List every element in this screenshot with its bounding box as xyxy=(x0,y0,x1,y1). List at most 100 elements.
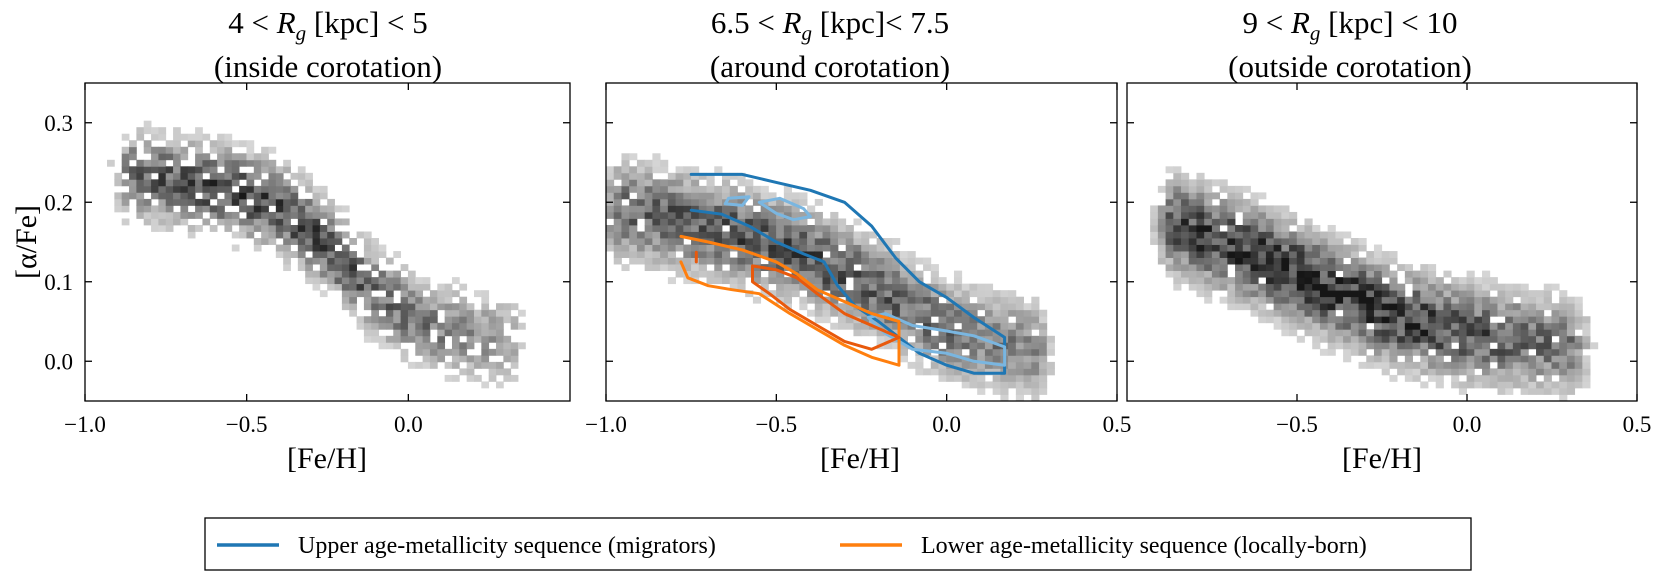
heatmap-cell xyxy=(1196,264,1205,272)
heatmap-cell xyxy=(644,211,653,219)
heatmap-cell xyxy=(246,146,255,154)
heatmap-cell xyxy=(745,257,754,265)
heatmap-cell xyxy=(1505,348,1514,356)
heatmap-cell xyxy=(1327,251,1336,258)
heatmap-cell xyxy=(984,283,994,291)
heatmap-cell xyxy=(444,283,453,291)
heatmap-cell xyxy=(180,192,189,200)
heatmap-cell xyxy=(312,257,321,265)
heatmap-cell xyxy=(1008,361,1017,369)
heatmap-cell xyxy=(378,342,387,350)
heatmap-cell xyxy=(165,172,174,180)
heatmap-cell xyxy=(1211,218,1221,226)
heatmap-cell xyxy=(231,211,240,219)
heatmap-cell xyxy=(415,361,424,369)
heatmap-cell xyxy=(1250,303,1259,311)
heatmap-cell xyxy=(231,179,240,187)
heatmap-cell xyxy=(437,348,446,356)
heatmap-cell xyxy=(415,316,424,324)
heatmap-cell xyxy=(969,322,978,330)
heatmap-cell xyxy=(195,172,203,180)
heatmap-cell xyxy=(114,179,123,187)
heatmap-cell xyxy=(231,218,240,226)
heatmap-cell xyxy=(907,264,916,272)
heatmap-cell xyxy=(1031,303,1040,311)
heatmap-cell xyxy=(1358,335,1367,343)
heatmap-cell xyxy=(349,309,357,317)
legend-box xyxy=(204,517,1472,571)
heatmap-cell xyxy=(1574,342,1583,350)
heatmap-cell xyxy=(1039,309,1048,317)
heatmap-cell xyxy=(644,179,653,187)
heatmap-cell xyxy=(1366,277,1375,285)
heatmap-cell xyxy=(136,192,145,200)
heatmap-cell xyxy=(791,283,800,291)
heatmap-cell xyxy=(1173,172,1182,180)
heatmap-cell xyxy=(1520,355,1529,363)
heatmap-cell xyxy=(1520,303,1529,311)
heatmap-cell xyxy=(1031,309,1040,317)
heatmap-cell xyxy=(1397,361,1406,369)
heatmap-cell xyxy=(1242,211,1251,219)
heatmap-cell xyxy=(1505,342,1514,350)
heatmap-cell xyxy=(209,185,218,193)
heatmap-cell xyxy=(407,290,416,298)
heatmap-cell xyxy=(209,140,218,148)
heatmap-cell xyxy=(606,211,615,219)
heatmap-cell xyxy=(1181,264,1190,272)
heatmap-cell xyxy=(636,205,646,213)
heatmap-cell xyxy=(151,224,159,232)
heatmap-cell xyxy=(636,244,646,252)
heatmap-cell xyxy=(845,316,854,324)
heatmap-cell xyxy=(371,251,379,258)
heatmap-cell xyxy=(1008,348,1017,356)
heatmap-cell xyxy=(1150,238,1159,245)
heatmap-cell xyxy=(1250,231,1259,239)
heatmap-cell xyxy=(737,179,746,187)
heatmap-cell xyxy=(422,361,431,369)
heatmap-cell xyxy=(675,264,684,272)
heatmap-cell xyxy=(1031,348,1040,356)
heatmap-cell xyxy=(899,270,908,278)
heatmap-cell xyxy=(1312,309,1321,317)
heatmap-cell xyxy=(1335,231,1344,239)
heatmap-cell xyxy=(1420,381,1429,389)
heatmap-cell xyxy=(969,329,978,337)
heatmap-cell xyxy=(1512,322,1522,330)
heatmap-cell xyxy=(1551,322,1560,330)
heatmap-cell xyxy=(1327,348,1336,356)
heatmap-cell xyxy=(1412,296,1421,304)
heatmap-cell xyxy=(636,192,646,200)
heatmap-cell xyxy=(334,251,343,258)
heatmap-cell xyxy=(1031,374,1040,382)
heatmap-cell xyxy=(621,192,630,200)
heatmap-cell xyxy=(714,244,723,252)
heatmap-cell xyxy=(1489,355,1498,363)
heatmap-cell xyxy=(319,251,328,258)
heatmap-cell xyxy=(868,283,878,291)
heatmap-cell xyxy=(1512,290,1522,298)
heatmap-cell xyxy=(437,296,446,304)
heatmap-cell xyxy=(1559,394,1568,402)
heatmap-cell xyxy=(510,342,519,350)
heatmap-cell xyxy=(385,342,394,350)
heatmap-cell xyxy=(1188,244,1197,252)
heatmap-cell xyxy=(1250,264,1259,272)
heatmap-cell xyxy=(1296,309,1305,317)
heatmap-cell xyxy=(791,231,800,239)
heatmap-cell xyxy=(1273,211,1282,219)
heatmap-cell xyxy=(621,231,630,239)
heatmap-cell xyxy=(868,316,878,324)
heatmap-cell xyxy=(459,329,468,337)
heatmap-cell xyxy=(1165,244,1174,252)
heatmap-cell xyxy=(136,172,145,180)
heatmap-cell xyxy=(327,277,335,285)
heatmap-cell xyxy=(1000,381,1009,389)
heatmap-cell xyxy=(1250,290,1259,298)
heatmap-cell xyxy=(1227,303,1236,311)
heatmap-cell xyxy=(1505,290,1514,298)
heatmap-cell xyxy=(853,296,862,304)
heatmap-cell xyxy=(275,179,284,187)
heatmap-cell xyxy=(209,146,218,154)
heatmap-cell xyxy=(1350,296,1359,304)
